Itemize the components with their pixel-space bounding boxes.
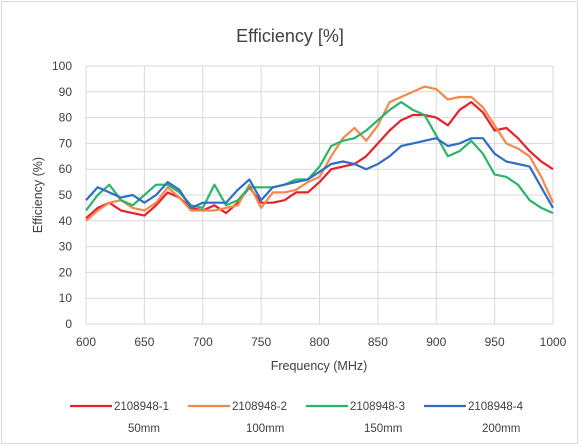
series-line-2108948-4: [85, 137, 554, 209]
y-tick-label: 100: [52, 59, 72, 73]
series-line-2108948-2: [85, 85, 555, 222]
legend-label: 2108948-4: [468, 401, 524, 413]
chart-title: Efficiency [%]: [236, 26, 344, 46]
legend-item-2108948-3: 2108948-3 150mm: [306, 401, 405, 435]
y-tick-label: 0: [65, 317, 72, 331]
y-tick-label: 50: [59, 188, 73, 202]
legend-sublabel: 200mm: [482, 423, 520, 435]
legend-label: 2108948-1: [114, 401, 169, 413]
y-tick-label: 40: [59, 214, 73, 228]
series-line-2108948-3: [85, 100, 554, 215]
series-lines: [85, 85, 555, 222]
y-tick-label: 30: [59, 240, 73, 254]
x-tick-label: 1000: [540, 335, 567, 349]
legend-sublabel: 150mm: [364, 423, 402, 435]
grid: [85, 65, 554, 325]
x-tick-label: 600: [76, 335, 96, 349]
x-tick-label: 950: [485, 335, 505, 349]
legend-sublabel: 50mm: [128, 423, 160, 435]
x-axis-label: Frequency (MHz): [271, 359, 368, 373]
x-tick-label: 800: [309, 335, 329, 349]
legend-item-2108948-4: 2108948-4 200mm: [424, 401, 524, 435]
x-tick-label: 900: [426, 335, 446, 349]
x-tick-label: 700: [193, 335, 213, 349]
legend-label: 2108948-3: [350, 401, 405, 413]
x-tick-labels: 600 650 700 750 800 850 900 950 1000: [76, 335, 567, 349]
y-tick-labels: 0 10 20 30 40 50 60 70 80 90 100: [52, 59, 72, 331]
y-tick-label: 80: [59, 111, 73, 125]
y-tick-label: 60: [59, 162, 73, 176]
y-tick-label: 90: [59, 85, 73, 99]
x-tick-label: 750: [251, 335, 271, 349]
series-line-2108948-1: [85, 100, 554, 220]
legend-item-2108948-1: 2108948-1 50mm: [70, 401, 169, 435]
legend: 2108948-1 50mm 2108948-2 100mm 2108948-3 150m…: [70, 401, 524, 435]
y-axis-label: Efficiency (%): [31, 157, 45, 233]
legend-item-2108948-2: 2108948-2 100mm: [188, 401, 287, 435]
y-tick-label: 20: [59, 265, 73, 279]
y-tick-label: 10: [59, 291, 73, 305]
legend-sublabel: 100mm: [246, 423, 284, 435]
x-tick-label: 650: [134, 335, 154, 349]
y-tick-label: 70: [59, 136, 73, 150]
x-tick-label: 850: [368, 335, 388, 349]
legend-label: 2108948-2: [232, 401, 287, 413]
